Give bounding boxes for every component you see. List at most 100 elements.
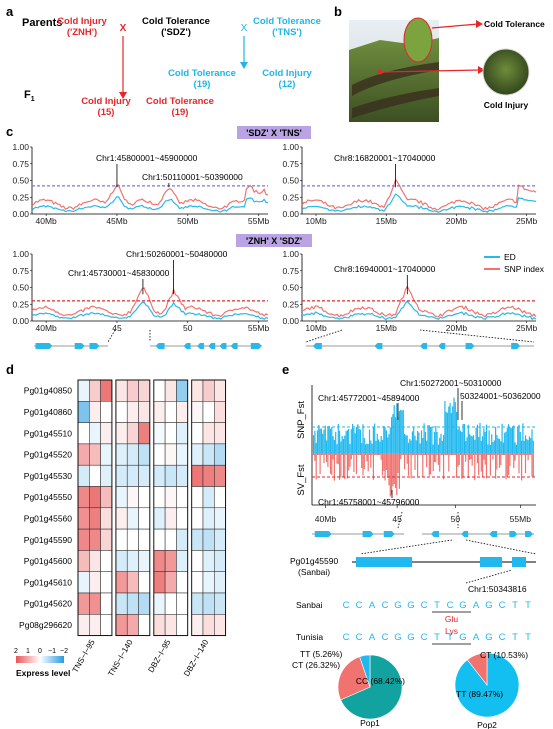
panel-letter-c: c xyxy=(6,124,13,139)
heatmap-cell xyxy=(176,528,188,551)
blue-cross-arrowhead xyxy=(240,62,248,69)
heatmap-cell xyxy=(138,592,151,615)
heatmap-cell xyxy=(100,379,113,402)
sv-fst-bar xyxy=(340,453,342,478)
heatmap-cell xyxy=(77,528,90,551)
gene-arrow xyxy=(197,343,205,349)
y-tick-label: 0.75 xyxy=(12,159,29,169)
heatmap-cell xyxy=(164,550,177,572)
snp-fst-bar xyxy=(337,423,339,453)
sv-fst-bar xyxy=(385,453,387,470)
snp-fst-bar xyxy=(432,444,434,453)
gene-arrow xyxy=(461,531,469,537)
sv-fst-bar xyxy=(336,453,338,464)
seq-base: T xyxy=(434,600,440,611)
cross-mark-red: X xyxy=(120,23,127,34)
sv-fst-bar xyxy=(423,453,425,455)
legend-tick: 2 xyxy=(14,648,18,655)
fst-x-tick-label: 55Mb xyxy=(510,514,532,524)
heatmap-cell xyxy=(89,507,101,530)
snp-fst-bar xyxy=(358,428,360,453)
sv-fst-bar xyxy=(514,453,516,461)
gene-label: Pg01g45520 xyxy=(24,450,72,460)
pie-slice xyxy=(337,656,371,701)
snp-fst-bar xyxy=(389,427,391,453)
snp-fst-bar xyxy=(518,424,520,453)
snp-fst-bar xyxy=(378,439,380,453)
snp-fst-bar xyxy=(493,440,495,453)
snp-fst-bar xyxy=(424,431,426,453)
snp-fst-bar xyxy=(344,435,346,453)
heatmap-cell xyxy=(153,528,166,551)
heatmap-cell xyxy=(100,528,113,551)
parent-znh-name: ('ZNH') xyxy=(67,27,97,38)
snp-fst-bar xyxy=(316,430,319,453)
x-tick-label: 15Mb xyxy=(376,216,398,226)
sv-fst-bar xyxy=(409,453,411,455)
snp-fst-bar xyxy=(401,410,403,453)
snp-fst-bar xyxy=(353,428,355,453)
snp-fst-bar xyxy=(363,438,365,453)
y-tick-label: 0.00 xyxy=(282,316,299,326)
snp-fst-bar xyxy=(513,425,515,453)
heatmap-cell xyxy=(77,614,90,636)
snp-fst-bar xyxy=(502,442,504,453)
gene-arrow xyxy=(362,531,374,537)
sv-fst-bar xyxy=(368,453,371,455)
peak-label: Chr8:16940001~17040000 xyxy=(334,264,436,274)
zoom-guide xyxy=(465,539,537,555)
y-tick-label: 0.00 xyxy=(12,316,29,326)
sv-fst-bar xyxy=(353,453,355,473)
sv-fst-bar xyxy=(427,453,429,455)
plot-bottom_right: 0.00 0.25 0.50 0.75 1.00 10Mb 15Mb 20Mb 25Mb Chr8… xyxy=(282,249,537,333)
sv-fst-bar xyxy=(436,453,438,455)
heatmap-cell xyxy=(126,379,139,402)
sv-fst-bar xyxy=(316,453,319,455)
legend-snp-label: SNP index xyxy=(504,264,545,274)
snp-fst-bar xyxy=(388,434,390,453)
sv-fst-bar xyxy=(496,453,498,470)
heatmap-cell xyxy=(214,614,226,636)
sv-fst-bar xyxy=(329,453,332,474)
snp-fst-bar xyxy=(367,444,369,453)
snp-fst-bar xyxy=(440,433,442,453)
heatmap-cell xyxy=(153,592,166,615)
zoom-guide xyxy=(359,539,453,555)
sv-fst-bar xyxy=(411,453,413,455)
heatmap-cell xyxy=(191,443,204,466)
sv-fst-bar xyxy=(419,453,421,455)
x-tick-label: 10Mb xyxy=(305,323,327,333)
fst-peak-label: 50324001~50362000 xyxy=(460,391,541,401)
snp-fst-bar xyxy=(402,410,404,453)
snp-fst-bar xyxy=(375,440,377,453)
sv-fst-bar xyxy=(518,453,520,474)
sv-fst-bar xyxy=(505,453,507,480)
snp-fst-bar xyxy=(475,427,477,453)
sv-fst-bar xyxy=(461,453,463,479)
seq-base: C xyxy=(356,632,363,643)
y-tick-label: 0.00 xyxy=(282,209,299,219)
sv-fst-bar xyxy=(519,453,521,455)
sv-fst-bar xyxy=(475,453,477,455)
y-tick-label: 1.00 xyxy=(12,249,29,259)
sv-fst-bar xyxy=(493,453,495,455)
snp-fst-bar xyxy=(508,424,510,453)
sv-fst-bar xyxy=(404,453,406,470)
amino-acid-lys: Lys xyxy=(445,626,458,636)
snp-fst-bar xyxy=(322,433,324,453)
heatmap-cell xyxy=(138,486,151,509)
gene-name: Pg01g45590 xyxy=(290,556,338,566)
heatmap-cell xyxy=(214,422,226,445)
heatmap-cell xyxy=(214,507,226,530)
snp-fst-bar xyxy=(471,436,473,453)
heatmap-cell xyxy=(126,571,139,594)
heatmap-cell xyxy=(126,486,139,509)
group-label: DBZ−I−95 xyxy=(146,638,172,675)
seq-label-sanbai: Sanbai xyxy=(296,600,323,610)
fst-x-tick-label: 45 xyxy=(392,514,402,524)
snp-fst-bar xyxy=(410,440,412,453)
heatmap-cell xyxy=(138,443,151,466)
heatmap-cell xyxy=(164,592,177,615)
sv-fst-bar xyxy=(511,453,514,455)
snp-fst-bar xyxy=(348,428,350,453)
